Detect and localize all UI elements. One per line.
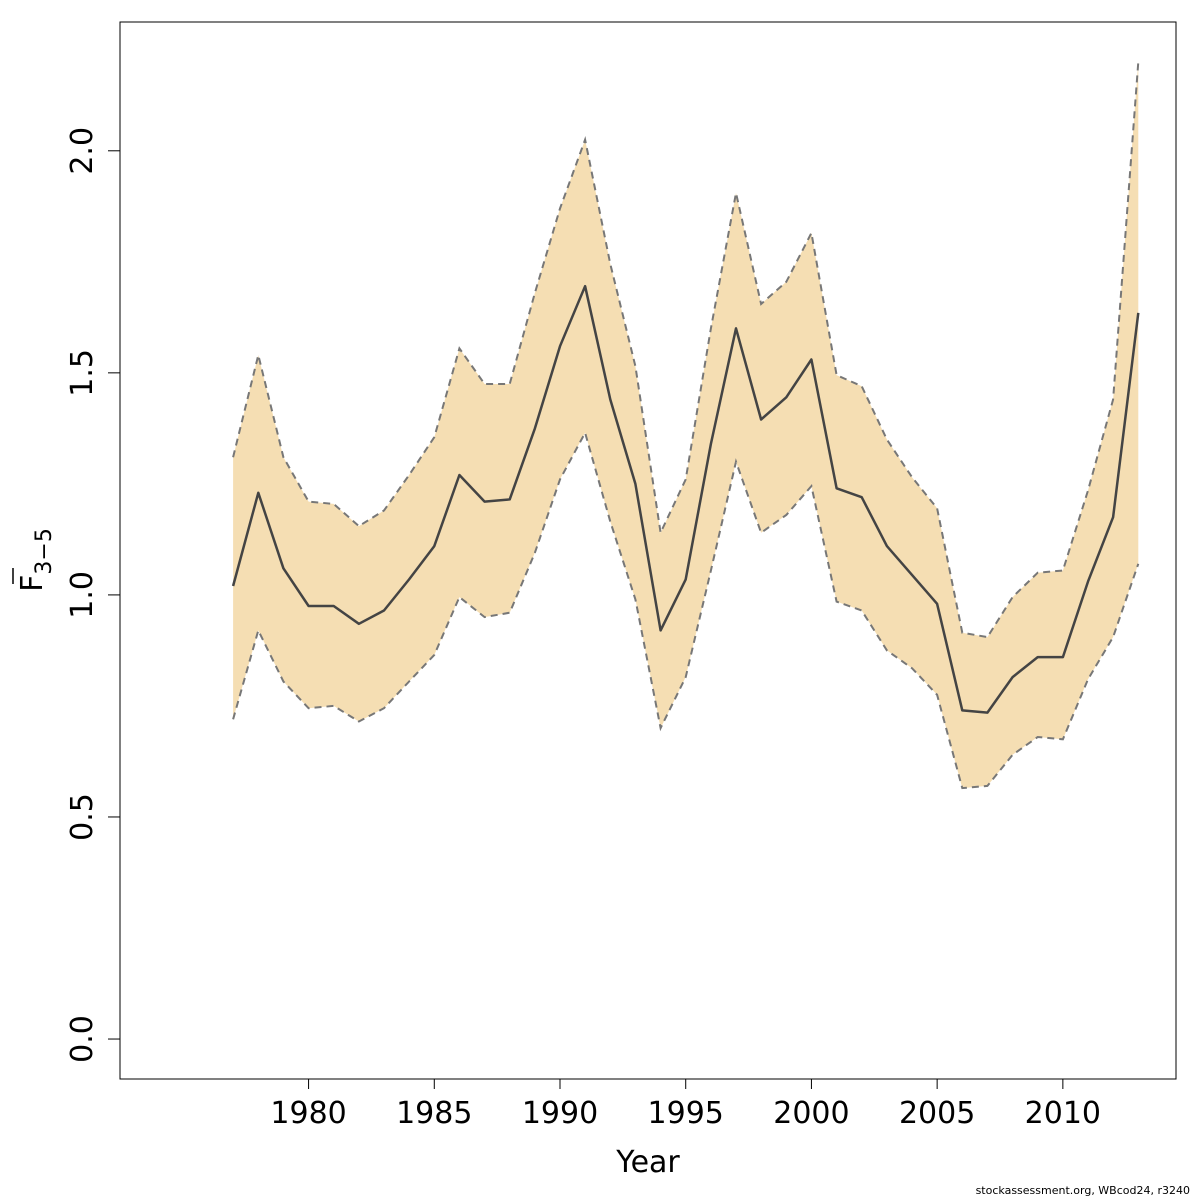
x-tick-label: 1985 <box>396 1096 472 1131</box>
upper-bound-line <box>232 61 1140 639</box>
y-axis-title: F3−5 <box>15 528 57 592</box>
confidence-band <box>233 62 1139 789</box>
estimate-line-layer <box>231 284 1140 714</box>
y-axis-title-main: F <box>15 575 50 592</box>
plot-frame <box>119 21 1177 1080</box>
x-tick-label: 1995 <box>648 1096 724 1131</box>
x-axis: 1980 1985 1990 1995 2000 2005 2010 <box>270 1079 1101 1131</box>
x-tick-label: 1990 <box>522 1096 598 1131</box>
footer-credit: stockassessment.org, WBcod24, r3240 <box>975 1184 1190 1197</box>
x-tick-label: 1980 <box>270 1096 346 1131</box>
x-axis-title: Year <box>615 1145 680 1180</box>
estimate-line <box>231 284 1140 714</box>
y-tick-label: 2.0 <box>65 127 100 175</box>
y-tick-label: 0.5 <box>65 793 100 841</box>
y-tick-label: 0.0 <box>65 1015 100 1063</box>
confidence-band-layer <box>232 61 1140 790</box>
x-tick-label: 2000 <box>773 1096 849 1131</box>
y-tick-label: 1.0 <box>65 571 100 619</box>
x-tick-label: 2005 <box>899 1096 975 1131</box>
x-tick-label: 2010 <box>1025 1096 1101 1131</box>
y-axis: 0.0 0.5 1.0 1.5 2.0 <box>65 127 120 1063</box>
y-tick-label: 1.5 <box>65 349 100 397</box>
y-axis-title-subscript: 3−5 <box>32 528 57 574</box>
lower-bound-line <box>232 430 1140 790</box>
